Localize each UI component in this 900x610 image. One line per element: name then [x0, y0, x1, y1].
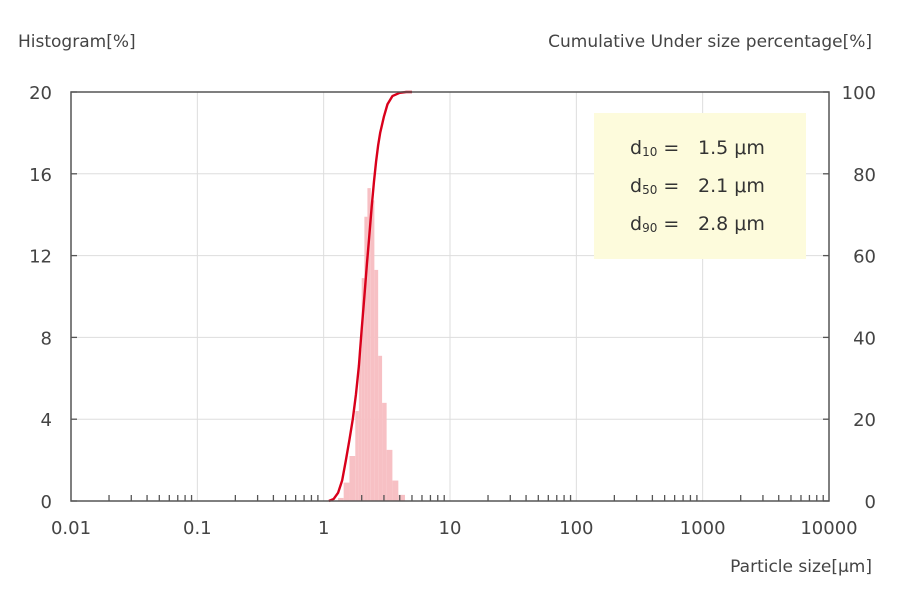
histogram-bar: [370, 200, 375, 501]
histogram-bar: [349, 456, 356, 501]
histogram-bars: [338, 188, 405, 502]
y-left-tick-label: 12: [29, 247, 52, 268]
histogram-bar: [338, 497, 344, 501]
stat-d90: d90 = 2.8 μm: [630, 213, 765, 235]
x-tick-label: 0.01: [51, 518, 91, 539]
stat-value: 2.8 μm: [698, 213, 765, 235]
y-right-tick-label: 100: [842, 83, 876, 104]
cumulative-curve-layer: [328, 90, 412, 503]
histogram-bar: [343, 482, 350, 501]
stat-symbol: d10 =: [630, 137, 680, 159]
stat-symbol: d50 =: [630, 175, 680, 197]
right-axis-title: Cumulative Under size percentage[%]: [548, 32, 872, 52]
tick-labels: 0.01 0.1 1 10 100 1000 10000 0 4 8 12 16 20 0 20 40 60 80…: [29, 83, 876, 539]
histogram-bar: [355, 411, 359, 501]
y-right-tick-label: 60: [853, 247, 876, 268]
x-tick-label: 10000: [800, 518, 857, 539]
histogram-bar: [392, 480, 399, 501]
axes: [70, 91, 830, 502]
y-left-tick-label: 16: [29, 165, 52, 186]
y-left-tick-label: 0: [41, 492, 52, 513]
stat-d10: d10 = 1.5 μm: [630, 137, 765, 159]
y-right-tick-label: 80: [853, 165, 876, 186]
histogram-bar: [364, 216, 368, 501]
stat-symbol: d90 =: [630, 213, 680, 235]
histogram-bar: [358, 349, 362, 501]
histogram-bar: [378, 355, 383, 501]
stats-legend-box: d10 = 1.5 μm d50 = 2.1 μm d90 = 2.8 μm: [594, 113, 806, 259]
plot-frame: [70, 91, 830, 502]
histogram-bar: [374, 269, 379, 501]
x-tick-label: 10: [439, 518, 462, 539]
y-left-tick-label: 8: [41, 328, 52, 349]
histogram-bar: [361, 278, 365, 501]
x-tick-label: 0.1: [183, 518, 212, 539]
x-axis-title: Particle size[μm]: [730, 557, 872, 577]
stat-value: 2.1 μm: [698, 175, 765, 197]
stat-value: 1.5 μm: [698, 137, 765, 159]
x-tick-label: 1: [318, 518, 329, 539]
stat-d50: d50 = 2.1 μm: [630, 175, 765, 197]
y-left-tick-label: 4: [41, 410, 52, 431]
x-tick-label: 100: [559, 518, 593, 539]
y-right-tick-label: 0: [865, 492, 876, 513]
x-tick-label: 1000: [680, 518, 726, 539]
histogram-bar: [367, 188, 371, 502]
y-right-tick-label: 40: [853, 328, 876, 349]
histogram-bar: [382, 402, 387, 501]
y-left-tick-label: 20: [29, 83, 52, 104]
cumulative-curve: [328, 90, 412, 503]
left-axis-title: Histogram[%]: [18, 32, 136, 52]
y-right-tick-label: 20: [853, 410, 876, 431]
histogram-bar: [386, 449, 393, 501]
histogram-bar: [398, 494, 405, 501]
